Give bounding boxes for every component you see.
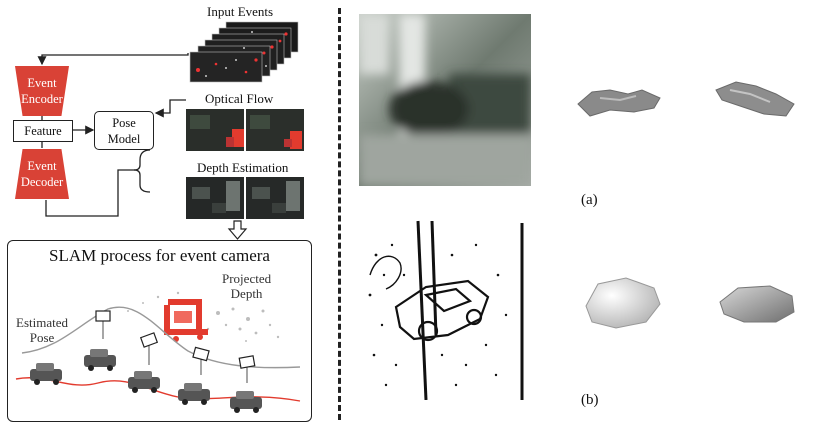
estimated-pose-label-2: Pose (29, 330, 55, 345)
depth-estimation-thumbnails (186, 177, 304, 219)
pose-model-box: Pose Model (94, 111, 154, 150)
mesh-a-right (715, 81, 795, 117)
feature-box: Feature (13, 120, 73, 142)
section-divider (338, 8, 341, 420)
slam-scene (15, 291, 301, 413)
depth-estimation-label: Depth Estimation (197, 160, 289, 175)
event-decoder-label-1: Event (27, 159, 57, 173)
mesh-a-left (577, 89, 661, 117)
optical-flow-thumbnails (186, 109, 304, 151)
blurred-frame-image (359, 14, 531, 186)
slam-title: SLAM process for event camera (49, 246, 270, 265)
optical-flow-label: Optical Flow (205, 91, 274, 106)
estimated-pose-label: Estimated Pose (16, 315, 68, 345)
feature-label: Feature (24, 124, 62, 138)
caption-b: (b) (581, 392, 599, 408)
pose-model-label-2: Model (107, 131, 141, 146)
projected-depth-label-1: Projected (222, 271, 272, 286)
event-frame-image (356, 215, 532, 400)
pose-model-label-1: Pose (112, 115, 136, 130)
projected-depth-label-2: Depth (230, 286, 263, 301)
mesh-b-right (719, 285, 795, 323)
pipeline-connectors (37, 53, 248, 240)
input-events-label: Input Events (207, 4, 274, 19)
event-encoder: Event Encoder (15, 66, 69, 116)
event-encoder-label-1: Event (27, 76, 57, 90)
event-decoder-label-2: Decoder (20, 175, 64, 189)
mesh-b-left (585, 277, 661, 329)
event-decoder: Event Decoder (15, 149, 69, 199)
projected-depth-label: Projected Depth (222, 271, 271, 301)
slam-process-box: SLAM process for event camera Projected … (7, 240, 312, 422)
input-events-stack (189, 21, 299, 83)
caption-a: (a) (581, 192, 598, 208)
estimated-pose-label-1: Estimated (16, 315, 68, 330)
event-encoder-label-2: Encoder (21, 92, 63, 106)
